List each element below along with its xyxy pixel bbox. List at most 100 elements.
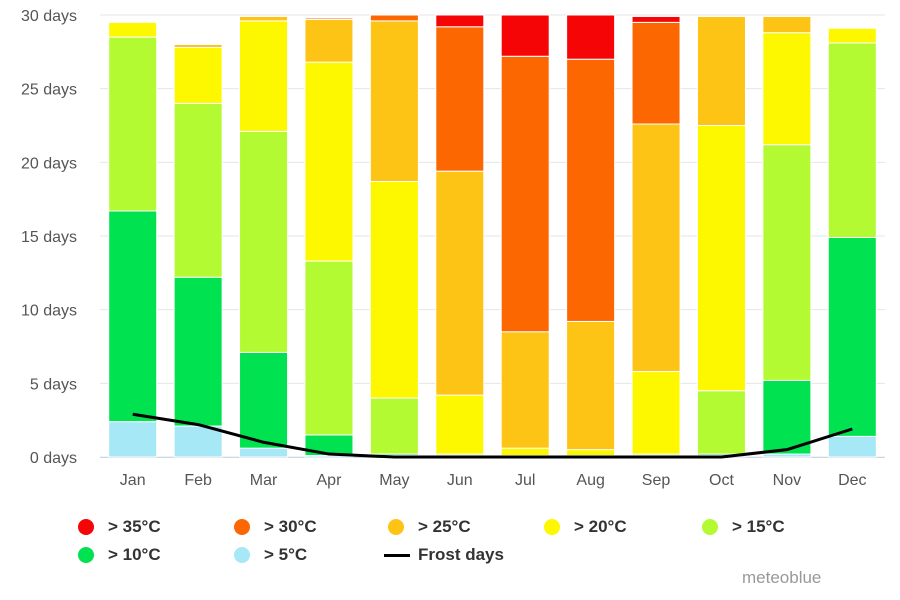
legend-label: > 10°C <box>108 545 161 564</box>
bar-segment[interactable] <box>239 130 289 353</box>
bar-segment[interactable] <box>500 14 550 57</box>
bar-segment[interactable] <box>762 144 812 381</box>
bar-segment[interactable] <box>827 42 877 238</box>
bar-segment[interactable] <box>108 21 158 38</box>
x-tick-label: Feb <box>184 472 212 489</box>
legend: > 35°C > 30°C > 25°C > 20°C > 15°C > 10°… <box>78 513 838 569</box>
bar-segment[interactable] <box>173 102 223 278</box>
legend-item-15[interactable]: > 15°C <box>702 513 785 541</box>
legend-item-10[interactable]: > 10°C <box>78 541 161 569</box>
x-tick-label: Jul <box>515 472 535 489</box>
bar-segment[interactable] <box>369 20 419 182</box>
frost-days-line-group <box>132 412 853 459</box>
bar-segment[interactable] <box>239 15 289 22</box>
bar-segment[interactable] <box>566 58 616 322</box>
bar-segment[interactable] <box>631 21 681 125</box>
legend-label: > 15°C <box>732 517 785 536</box>
bar-segment[interactable] <box>173 46 223 104</box>
legend-item-25[interactable]: > 25°C <box>388 513 471 541</box>
chart: 0 days 5 days 10 days 15 days 20 days 25 days… <box>21 8 885 489</box>
x-tick-label: Jan <box>120 472 146 489</box>
legend-label: > 35°C <box>108 517 161 536</box>
bar-segment[interactable] <box>762 15 812 34</box>
bar-segment[interactable] <box>173 425 223 458</box>
y-tick-label: 25 days <box>21 82 77 99</box>
bar-segment[interactable] <box>173 43 223 48</box>
x-axis-ticks: Jan Feb Mar Apr May Jun Jul Aug Sep Oct Nov Dec <box>120 472 867 489</box>
legend-label: > 25°C <box>418 517 471 536</box>
bar-segment[interactable] <box>304 260 354 436</box>
x-tick-label: Aug <box>576 472 604 489</box>
bar-segment[interactable] <box>369 397 419 455</box>
bar-segment[interactable] <box>500 55 550 333</box>
bar-segment[interactable] <box>696 390 746 455</box>
bar-segment[interactable] <box>762 32 812 146</box>
frost-days-line[interactable] <box>132 412 853 459</box>
legend-row: > 10°C > 5°C Frost days <box>78 541 838 569</box>
legend-row: > 35°C > 30°C > 25°C > 20°C > 15°C <box>78 513 838 541</box>
x-tick-label: Sep <box>642 472 671 489</box>
bar-segment[interactable] <box>696 15 746 126</box>
bar-segment[interactable] <box>435 26 485 172</box>
legend-label: > 5°C <box>264 545 308 564</box>
bar-segment[interactable] <box>108 421 158 458</box>
x-tick-label: May <box>379 472 409 489</box>
bars <box>108 14 877 458</box>
x-tick-label: Oct <box>709 472 734 489</box>
bar-segment[interactable] <box>631 123 681 373</box>
x-tick-label: Jun <box>447 472 473 489</box>
credit-text[interactable]: meteoblue <box>742 568 822 587</box>
bar-segment[interactable] <box>369 180 419 399</box>
bar-segment[interactable] <box>566 449 616 457</box>
bar-segment[interactable] <box>500 447 550 457</box>
bar-segment[interactable] <box>239 20 289 132</box>
bar-segment[interactable] <box>239 351 289 449</box>
bar-segment[interactable] <box>304 61 354 262</box>
bar-segment[interactable] <box>304 18 354 63</box>
legend-swatch-30 <box>234 519 250 535</box>
legend-swatch-5 <box>234 547 250 563</box>
bar-segment[interactable] <box>369 14 419 22</box>
bar-segment[interactable] <box>827 27 877 44</box>
bar-segment[interactable] <box>566 14 616 60</box>
legend-swatch-20 <box>544 519 560 535</box>
bar-segment[interactable] <box>108 210 158 423</box>
bar-segment[interactable] <box>631 371 681 455</box>
bar-segment[interactable] <box>500 331 550 449</box>
y-tick-label: 10 days <box>21 303 77 320</box>
legend-label: Frost days <box>418 545 504 564</box>
y-axis-ticks: 0 days 5 days 10 days 15 days 20 days 25 days… <box>21 8 77 467</box>
legend-item-35[interactable]: > 35°C <box>78 513 161 541</box>
x-tick-label: Mar <box>250 472 278 489</box>
bar-segment[interactable] <box>435 14 485 28</box>
legend-item-20[interactable]: > 20°C <box>544 513 627 541</box>
bar-segment[interactable] <box>566 320 616 451</box>
bar-segment[interactable] <box>827 236 877 437</box>
legend-item-frost[interactable]: Frost days <box>384 541 504 569</box>
y-tick-label: 30 days <box>21 8 77 25</box>
y-tick-label: 20 days <box>21 155 77 172</box>
y-tick-label: 15 days <box>21 229 77 246</box>
bar-segment[interactable] <box>435 170 485 396</box>
bar-segment[interactable] <box>696 125 746 392</box>
x-tick-label: Dec <box>838 472 866 489</box>
grid-lines <box>100 14 885 458</box>
legend-swatch-10 <box>78 547 94 563</box>
bar-segment[interactable] <box>631 15 681 23</box>
x-tick-label: Nov <box>773 472 801 489</box>
bar-segment[interactable] <box>239 447 289 458</box>
legend-item-30[interactable]: > 30°C <box>234 513 317 541</box>
bar-segment[interactable] <box>108 36 158 212</box>
legend-swatch-25 <box>388 519 404 535</box>
legend-label: > 30°C <box>264 517 317 536</box>
y-tick-label: 0 days <box>30 450 77 467</box>
legend-swatch-35 <box>78 519 94 535</box>
bar-segment[interactable] <box>173 276 223 427</box>
bar-segment[interactable] <box>827 435 877 458</box>
y-tick-label: 5 days <box>30 376 77 393</box>
legend-item-5[interactable]: > 5°C <box>234 541 307 569</box>
bar-segment[interactable] <box>762 379 812 455</box>
bar-segment[interactable] <box>435 394 485 455</box>
bar-segment[interactable] <box>304 17 354 20</box>
legend-label: > 20°C <box>574 517 627 536</box>
